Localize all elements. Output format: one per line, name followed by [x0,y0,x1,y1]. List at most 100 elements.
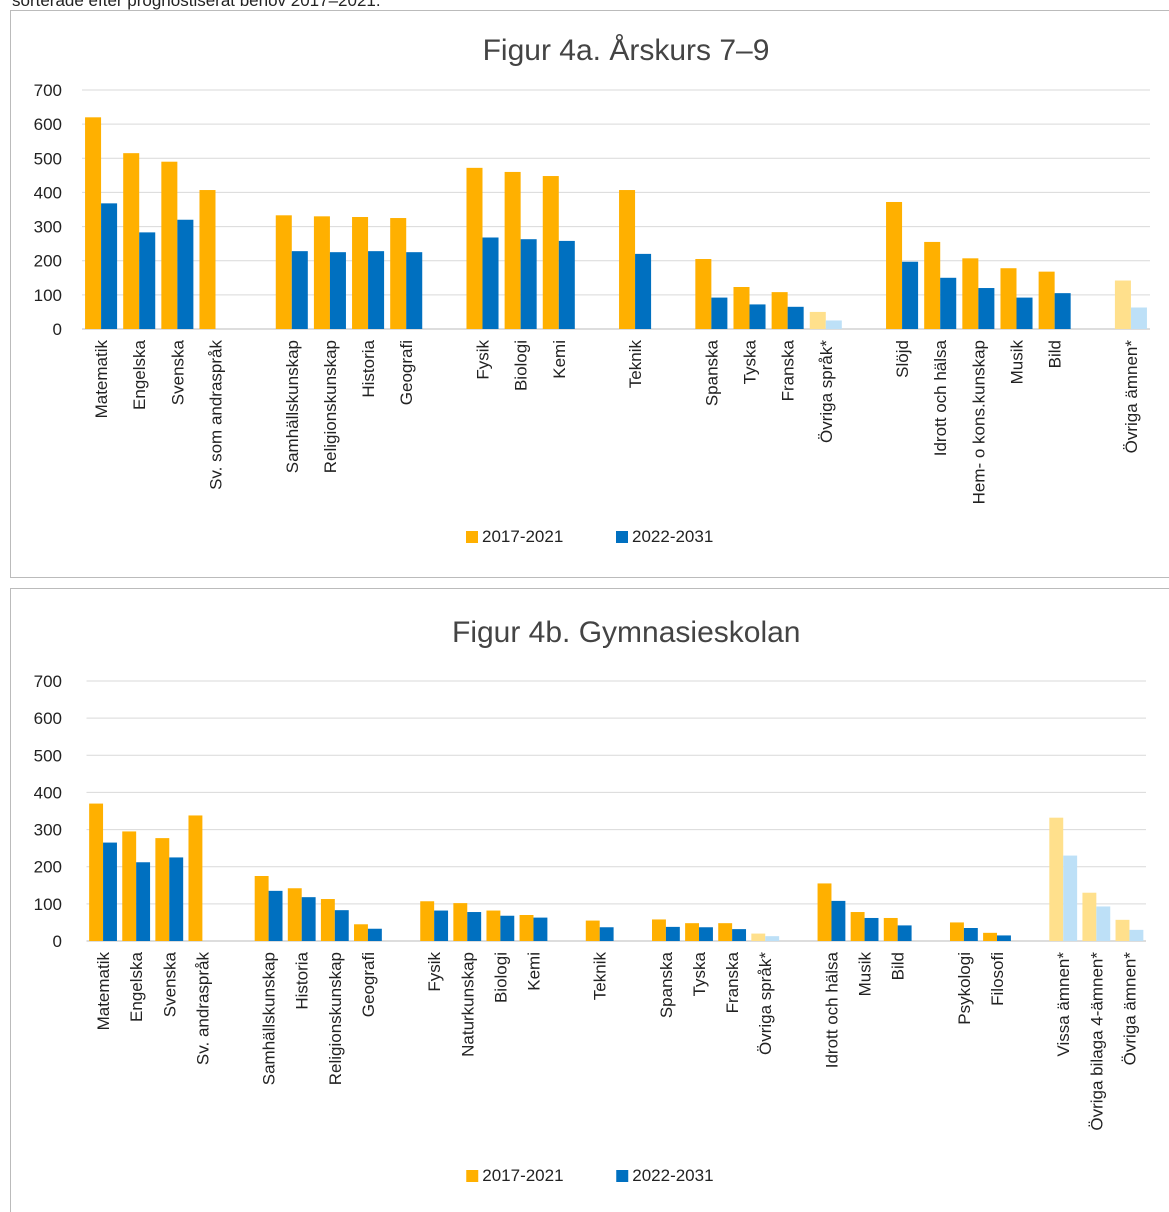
bar [122,831,137,941]
bar [685,923,700,941]
bar [949,922,964,941]
x-tick-label: Religionskunskap [326,952,345,1085]
x-tick-label: Biologi [512,340,531,391]
bar [352,217,369,329]
bar [155,838,170,941]
x-tick-label: Hem- o kons.kunskap [969,340,988,504]
bar [136,862,151,941]
bar [406,252,423,329]
bar [453,903,468,941]
bar [533,917,548,941]
bar [809,311,826,329]
x-tick-label: Naturkunskap [458,952,477,1057]
y-tick-label: 0 [53,320,62,339]
bar [123,153,140,329]
bar [886,201,903,329]
bar [619,190,636,329]
bar [1115,919,1130,941]
bar [287,888,302,941]
bar [486,910,501,941]
y-tick-label: 100 [34,286,62,305]
x-tick-label: Filosofi [988,952,1007,1006]
legend-label: 2017-2021 [482,1166,563,1185]
bar [1038,271,1055,329]
y-tick-label: 600 [34,709,62,728]
bar [291,251,308,329]
bar [268,890,283,941]
bar [924,241,941,329]
x-tick-label: Idrott och hälsa [931,339,950,456]
x-tick-label: Teknik [591,952,610,1001]
x-tick-label: Samhällskunskap [283,340,302,473]
x-tick-label: Kemi [524,952,543,991]
bar [434,910,449,941]
bar [500,915,515,941]
x-tick-label: Psykologi [955,952,974,1025]
y-tick-label: 400 [34,183,62,202]
caption: sorterade efter prognostiserat behov 201… [12,0,381,10]
bar [103,842,117,941]
x-tick-label: Franska [779,339,798,401]
bar [765,936,780,941]
bar [883,917,898,941]
bar [466,167,483,329]
bar [1049,817,1064,941]
bar [635,253,652,329]
legend-swatch [466,1170,479,1182]
chart-title: Figur 4b. Gymnasieskolan [452,616,801,649]
bar [997,935,1011,941]
x-tick-label: Svenska [168,339,187,405]
bar [787,306,804,329]
bar [718,923,733,941]
y-tick-label: 200 [34,252,62,271]
x-tick-label: Bild [889,952,908,980]
bar [85,117,102,329]
bar [963,928,978,941]
x-tick-label: Svenska [160,951,179,1017]
bar [902,261,919,329]
y-tick-label: 200 [34,858,62,877]
x-tick-label: Övriga bilaga 4-ämnen* [1087,952,1106,1131]
bar [751,933,766,941]
bar [482,237,499,329]
bar [354,924,368,941]
x-tick-label: Tyska [741,339,760,384]
bar [169,857,184,941]
x-tick-label: Sv. som andraspråk [207,340,226,490]
x-tick-label: Matematik [92,340,111,419]
bar [983,932,998,941]
y-tick-label: 700 [34,81,62,100]
y-tick-label: 600 [34,115,62,134]
bar [188,815,203,941]
y-tick-label: 500 [34,746,62,765]
y-tick-label: 0 [53,932,62,951]
x-tick-label: Matematik [94,952,113,1031]
caption-strip: sorterade efter prognostiserat behov 201… [12,0,381,10]
y-tick-label: 500 [34,149,62,168]
chart: Figur 4b. Gymnasieskolan 0 100 200 300 400 500… [10,588,1169,1212]
x-tick-label: Spanska [657,951,676,1018]
bar [695,259,712,329]
legend-label: 2022-2031 [632,1166,713,1185]
x-tick-label: Engelska [127,951,146,1021]
bar [275,215,292,329]
x-tick-label: Geografi [397,340,416,405]
x-tick-label: Religionskunskap [321,340,340,473]
y-tick-label: 100 [34,895,62,914]
bar [101,203,118,329]
bar [320,899,335,941]
x-tick-label: Kemi [550,340,569,379]
bar [89,803,104,941]
bar [390,218,407,329]
bar [177,219,194,329]
bar [585,920,600,941]
bar [199,190,216,329]
x-tick-label: Samhällskunskap [260,952,279,1085]
y-tick-label: 300 [34,218,62,237]
x-tick-label: Slöjd [893,340,912,378]
chart-title: Figur 4a. Årskurs 7–9 [483,34,770,67]
bar [1129,929,1144,941]
bar [520,239,537,329]
bar [368,251,385,329]
y-tick-label: 400 [34,783,62,802]
